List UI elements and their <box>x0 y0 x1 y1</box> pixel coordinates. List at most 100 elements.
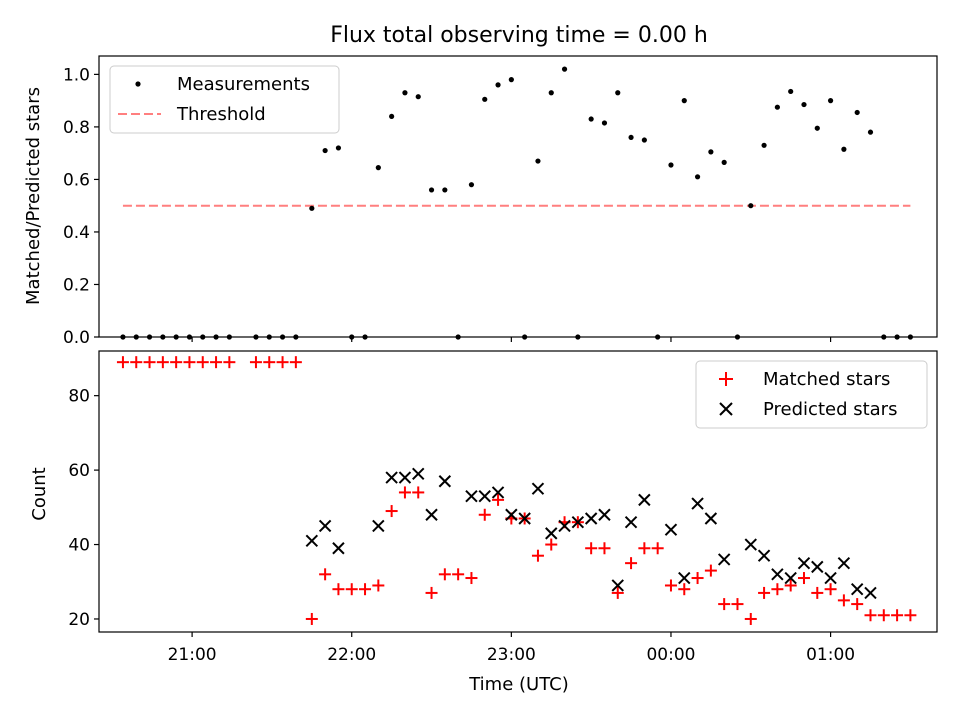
measurement-point <box>774 104 780 110</box>
matched-star-point <box>156 356 169 369</box>
measurement-point <box>708 149 714 155</box>
matched-star-point <box>452 568 465 581</box>
counts-y-tick-label: 60 <box>68 461 90 481</box>
predicted-star-point <box>598 508 611 521</box>
matched-star-point <box>691 572 704 585</box>
measurement-point <box>655 334 661 340</box>
matched-stars-legend-label: Matched stars <box>763 369 890 390</box>
predicted-star-point <box>584 512 598 525</box>
measurement-point <box>389 113 395 120</box>
measurement-point <box>482 96 488 102</box>
predicted-stars-legend-label: Predicted stars <box>763 399 897 420</box>
measurement-point <box>827 98 834 104</box>
predicted-star-point <box>465 489 478 503</box>
predicted-star-point <box>744 538 757 551</box>
matched-star-point <box>130 356 143 369</box>
predicted-star-point <box>811 560 824 574</box>
matched-star-point <box>438 568 451 581</box>
ratio-legend-box <box>109 65 340 134</box>
measurement-point <box>721 159 727 165</box>
predicted-star-point <box>318 519 332 533</box>
predicted-star-point <box>757 549 771 562</box>
matched-star-point <box>425 586 438 599</box>
ratio-y-tick-label: 0.2 <box>63 275 90 295</box>
chart-title: Flux total observing time = 0.00 h <box>330 23 708 48</box>
matched-star-point <box>412 486 425 499</box>
ratio-y-tick-label: 0.8 <box>63 118 90 138</box>
predicted-star-point <box>717 553 731 566</box>
measurements-legend-label: Measurements <box>177 74 310 95</box>
counts-x-tick-label: 00:00 <box>646 645 695 665</box>
measurement-point <box>561 66 568 72</box>
predicted-star-point <box>478 489 491 503</box>
matched-star-point <box>784 579 797 592</box>
predicted-stars-legend-marker <box>719 402 733 416</box>
predicted-star-point <box>824 571 837 585</box>
measurement-point <box>213 334 219 340</box>
measurement-point <box>120 334 126 340</box>
matched-star-point <box>478 508 491 521</box>
measurement-point <box>495 82 501 88</box>
ratio-panel: Matched/Predicted stars 0.0 0.2 0.4 0.6 0.8 1… <box>23 55 938 348</box>
matched-star-point <box>611 586 624 599</box>
matched-star-point <box>289 356 302 369</box>
measurement-point <box>362 334 368 340</box>
measurement-point <box>279 334 286 340</box>
predicted-star-point <box>332 542 345 555</box>
measurement-point <box>455 334 461 340</box>
measurement-point <box>335 145 342 151</box>
predicted-star-point <box>518 512 531 525</box>
measurement-point <box>293 334 299 340</box>
counts-x-tick-label: 01:00 <box>806 645 855 665</box>
predicted-star-point <box>771 568 784 581</box>
matched-star-point <box>359 583 372 596</box>
predicted-star-point <box>611 579 624 592</box>
predicted-star-point <box>784 571 797 585</box>
matched-star-point <box>824 583 837 596</box>
matched-star-point <box>196 356 209 369</box>
measurement-point <box>508 77 514 83</box>
matched-star-point <box>143 356 156 369</box>
measurement-point <box>349 334 355 340</box>
ratio-y-tick-label: 0.6 <box>63 170 90 190</box>
measurement-point <box>854 109 860 116</box>
matched-star-point <box>116 356 129 369</box>
measurement-point <box>801 101 807 108</box>
measurement-point <box>146 334 153 340</box>
x-axis-label: Time (UTC) <box>468 674 569 695</box>
counts-y-ticks: 20 40 60 80 <box>68 387 99 630</box>
predicted-star-point <box>558 519 571 533</box>
predicted-star-point <box>385 471 398 484</box>
ratio-panel-frame <box>98 55 938 338</box>
ratio-y-tick-label: 0.0 <box>63 328 90 348</box>
measurement-point <box>428 187 435 193</box>
measurement-point <box>788 88 794 95</box>
ratio-y-tick-label: 0.4 <box>63 223 90 243</box>
measurement-point <box>402 90 408 96</box>
measurement-point <box>173 334 179 340</box>
matched-star-point <box>385 505 398 518</box>
measurement-point <box>894 334 900 340</box>
measurement-point <box>266 334 272 340</box>
measurement-point <box>694 174 701 180</box>
matched-star-point <box>664 579 677 592</box>
counts-panel: Count 20 40 60 80 21:00 22:00 23:00 00:00 01:00… <box>29 350 938 665</box>
matched-star-point <box>811 586 824 599</box>
matched-star-point <box>263 356 276 369</box>
measurement-point <box>641 137 647 143</box>
matched-star-point <box>305 612 318 625</box>
matched-star-point <box>319 568 332 581</box>
matched-star-point <box>891 609 904 622</box>
measurement-point <box>907 334 913 340</box>
predicted-star-point <box>398 471 412 484</box>
measurement-point <box>535 158 541 164</box>
measurement-point <box>588 116 594 122</box>
counts-y-tick-label: 20 <box>68 610 90 630</box>
matched-star-point <box>170 356 183 369</box>
measurement-point <box>548 90 554 96</box>
measurement-point <box>468 182 475 188</box>
measurement-point <box>200 334 206 340</box>
measurement-point <box>814 125 820 131</box>
matched-star-point <box>638 542 651 555</box>
